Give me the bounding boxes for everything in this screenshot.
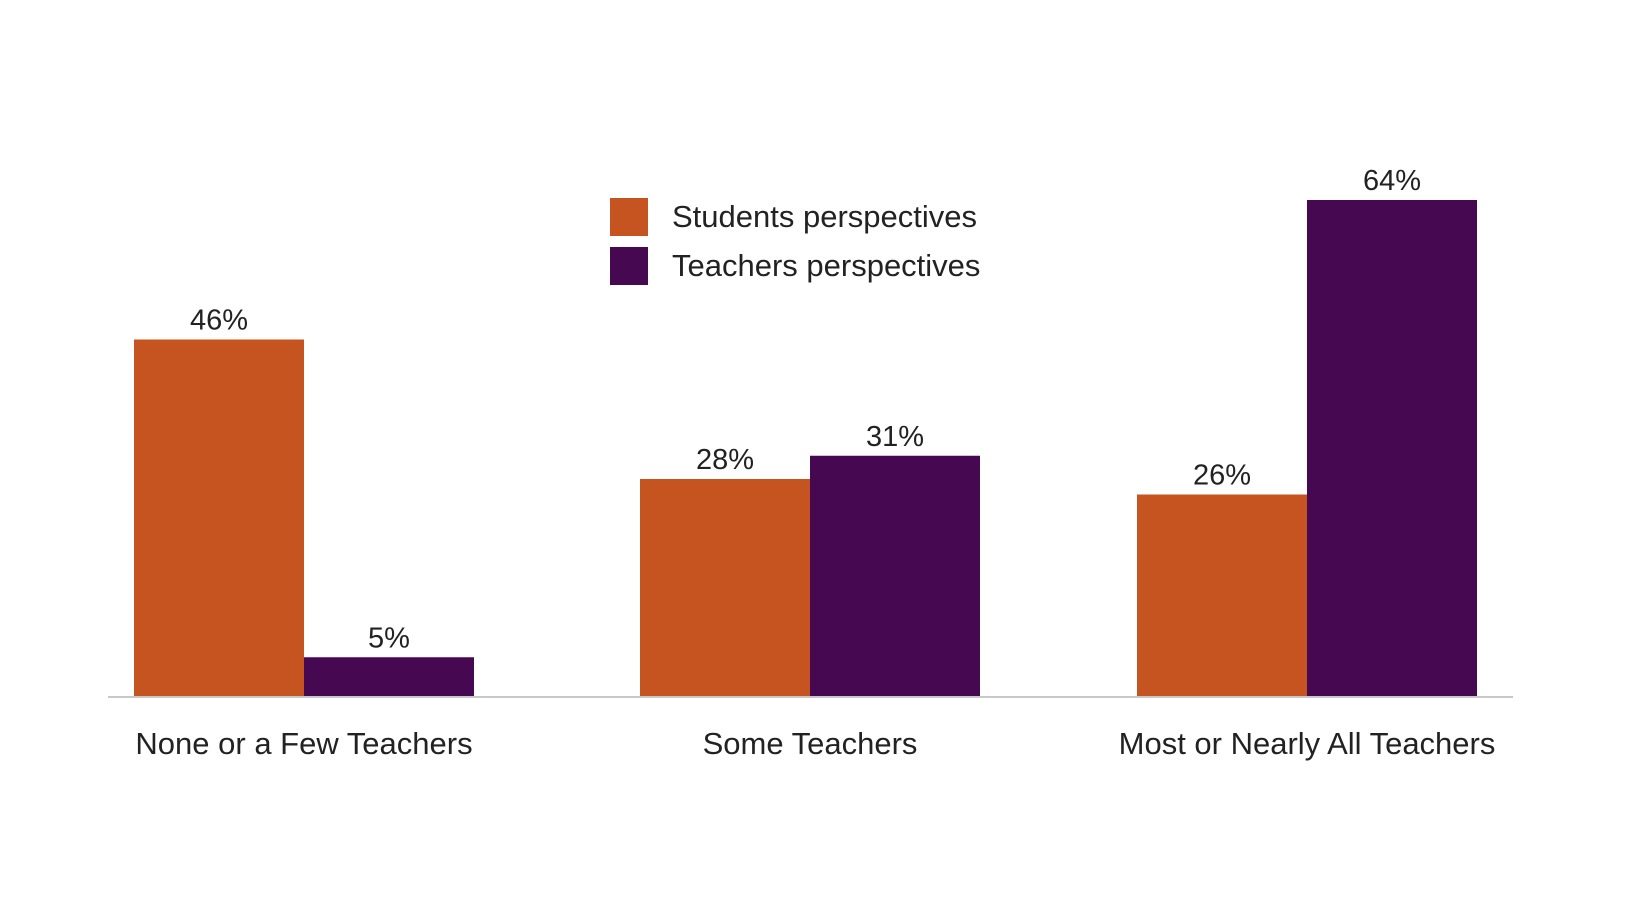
value-label-teachers-perspectives-some-teachers: 31% bbox=[866, 421, 924, 453]
x-tick-label-none-or-a-few-teachers: None or a Few Teachers bbox=[135, 726, 472, 761]
value-label-students-perspectives-most-or-nearly-all-teachers: 26% bbox=[1193, 460, 1251, 492]
value-label-teachers-perspectives-none-or-a-few-teachers: 5% bbox=[368, 622, 410, 654]
bar-students-perspectives-most-or-nearly-all-teachers bbox=[1137, 494, 1307, 696]
value-label-teachers-perspectives-most-or-nearly-all-teachers: 64% bbox=[1363, 165, 1421, 197]
legend-label-teachers-perspectives: Teachers perspectives bbox=[672, 248, 980, 283]
bar-teachers-perspectives-none-or-a-few-teachers bbox=[304, 657, 474, 696]
legend-swatch-students-perspectives bbox=[610, 198, 648, 236]
tick-labels-layer: None or a Few Teachers Some Teachers Most … bbox=[135, 726, 1495, 761]
legend-label-students-perspectives: Students perspectives bbox=[672, 199, 977, 234]
value-labels-layer: 46% 5% 28% 31% 26% 64% bbox=[190, 165, 1421, 654]
x-tick-label-most-or-nearly-all-teachers: Most or Nearly All Teachers bbox=[1119, 726, 1496, 761]
bar-students-perspectives-none-or-a-few-teachers bbox=[134, 339, 304, 696]
value-label-students-perspectives-none-or-a-few-teachers: 46% bbox=[190, 305, 248, 337]
bars-layer bbox=[134, 200, 1477, 696]
bar-teachers-perspectives-most-or-nearly-all-teachers bbox=[1307, 200, 1477, 696]
bar-teachers-perspectives-some-teachers bbox=[810, 455, 980, 696]
value-label-students-perspectives-some-teachers: 28% bbox=[696, 444, 754, 476]
bar-students-perspectives-some-teachers bbox=[640, 479, 810, 696]
legend-swatch-teachers-perspectives bbox=[610, 247, 648, 285]
legend: Students perspectives Teachers perspectiv… bbox=[610, 198, 980, 285]
x-tick-label-some-teachers: Some Teachers bbox=[703, 726, 918, 761]
